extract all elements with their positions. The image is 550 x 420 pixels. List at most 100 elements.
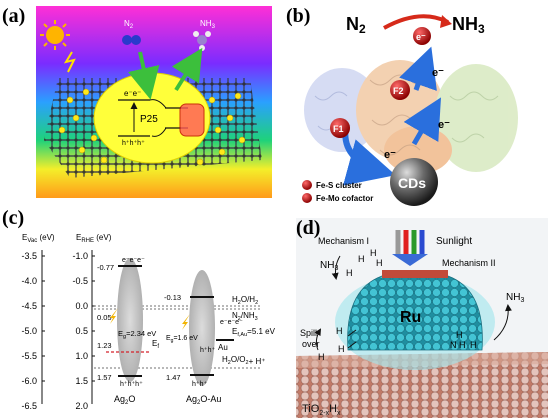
ag2o-eg: Eg=2.34 eV	[118, 329, 156, 340]
spill-label-1: Spill	[300, 328, 317, 338]
h-bond-2	[347, 341, 357, 349]
rhe-tick: 0.5	[75, 326, 88, 336]
redox-o2: H2O/O2+ H⁺	[222, 355, 265, 366]
ag2o-band	[117, 258, 143, 382]
b-reactant: N2	[346, 14, 366, 36]
f1-cluster	[330, 118, 350, 138]
f2-label: F2	[393, 86, 404, 96]
ag2o-vb-value: 1.57	[97, 373, 112, 382]
electron-transfer-arrow-3	[403, 97, 442, 146]
h-atom: H	[336, 326, 343, 336]
mech2-label: Mechanism II	[442, 258, 496, 268]
a-nh3-label: NH3	[200, 19, 216, 30]
d-arrow-mech1	[331, 255, 341, 280]
h-atom: H	[376, 258, 383, 268]
h-atom: H	[318, 352, 325, 362]
panel-d: Sunlight Ru Mechanism I Mechanism II NH3…	[296, 217, 548, 418]
sunlight-label: Sunlight	[436, 236, 472, 247]
vac-tick: -5.0	[21, 326, 37, 336]
rhe-tick: 0.0	[75, 301, 88, 311]
b-legend: Fe-S cluster Fe-Mo cofactor	[302, 180, 373, 203]
b-electron-2: e⁻	[438, 119, 450, 131]
rhe-tick: 1.0	[75, 351, 88, 361]
conversion-arrowhead	[440, 15, 452, 28]
ag2o-au-eg: Eg=1.6 eV	[166, 335, 198, 344]
ag2o-shift: 0.05	[97, 313, 112, 322]
legend-fes: Fe-S cluster	[316, 181, 362, 190]
redox-n2: N2/NH3	[232, 311, 258, 322]
panel-label-c: (c)	[2, 207, 24, 229]
nh3-release-arrow	[171, 47, 203, 92]
d-nh3-right: NH3	[506, 292, 524, 304]
vac-tick: -3.5	[21, 251, 37, 261]
ag2o-light-icon	[110, 308, 118, 324]
ag2o-au-light-icon	[182, 314, 190, 330]
legend-femo: Fe-Mo cofactor	[316, 194, 373, 203]
d-arrow-mech2	[493, 304, 512, 341]
h-atom: H	[358, 254, 365, 264]
panel-c: (c) EVac (eV) ERHE (eV) -3.5 -4.0 -4.5 -…	[2, 207, 276, 411]
legend-femo-icon	[302, 193, 312, 203]
axis-vac-title: EVac (eV)	[22, 233, 55, 244]
panel-b: N2 NH3 e⁻ e⁻ e⁻ e⁻ F1 F2 CDs Fe-S cluste…	[286, 5, 518, 206]
electron-transfer-arrow-2	[399, 46, 437, 91]
h-atom: H	[470, 340, 477, 350]
cocatalyst-blob	[179, 103, 205, 137]
ag2o-au-band	[189, 270, 215, 386]
lightning-icon	[63, 51, 76, 73]
cds-sphere	[390, 158, 438, 206]
ag2o-ef-label: Ef	[152, 339, 159, 350]
ag2o-au-holes: h⁺h⁺	[192, 381, 207, 388]
spill-label-2: over	[302, 339, 320, 349]
rhe-ticks: -1.0 -0.5 0.0 0.5 1.0 1.5 2.0	[72, 251, 88, 411]
protein-structure	[304, 60, 518, 174]
cds-label: CDs	[398, 175, 426, 191]
h-atom: H	[370, 248, 377, 258]
ru-top-layer	[382, 270, 448, 278]
ag2o-au-name: Ag2O-Au	[186, 394, 221, 406]
efau-label: Ef,Au=5.1 eV	[232, 327, 276, 338]
ru-label: Ru	[400, 309, 421, 326]
h-atoms: H H H H H H H H H	[318, 248, 477, 362]
vb-holes: h⁺h⁺h⁺	[122, 140, 145, 147]
f2-cluster	[390, 80, 410, 100]
rhe-tick: 1.5	[75, 376, 88, 386]
axis-rhe-title: ERHE (eV)	[76, 233, 112, 244]
a-n2-label: N2	[124, 19, 134, 30]
h-atom: H	[456, 330, 463, 340]
d-nh3-left: NH3	[320, 260, 338, 272]
legend-fes-icon	[302, 180, 312, 190]
ag2o-au-holes-mid: h⁺h⁺	[200, 347, 215, 354]
h-bond-1	[347, 329, 357, 337]
nh-surface: N H	[450, 340, 466, 350]
cb-electrons: e⁻e⁻	[124, 89, 141, 98]
ag2o-au-cb-value: -0.13	[164, 293, 181, 302]
tio2-support	[296, 352, 548, 418]
panel-label-b: (b)	[286, 5, 310, 27]
f1-label: F1	[333, 124, 344, 134]
mech1-label: Mechanism I	[318, 236, 369, 246]
ag2o-au-vb-value: 1.47	[166, 373, 181, 382]
d-arrow-spill	[314, 328, 322, 351]
ag2o-ef-value: 1.23	[97, 341, 112, 350]
catalyst-label: P25	[140, 114, 158, 125]
vac-tick: -4.0	[21, 276, 37, 286]
sun-icon	[40, 20, 70, 50]
conversion-arrow	[383, 14, 449, 30]
vac-tick: -6.0	[21, 376, 37, 386]
b-electron-1: e⁻	[384, 149, 396, 161]
panel-a: e⁻e⁻ h⁺h⁺h⁺ P25 N2 NH3 (a)	[2, 5, 272, 198]
b-product: NH3	[452, 14, 485, 36]
panel-label-a: (a)	[2, 5, 25, 27]
ag2o-holes: h⁺h⁺h⁺	[120, 381, 143, 388]
support-label: TiO2-xHx	[302, 403, 341, 417]
h-atom: H	[338, 344, 345, 354]
ag2o-electrons: e⁻e⁻e⁻	[122, 257, 145, 264]
vac-tick: -5.5	[21, 351, 37, 361]
b-electron-3: e⁻	[432, 67, 444, 79]
b-electron-top: e⁻	[416, 32, 426, 42]
electron-ball-top	[413, 27, 431, 45]
h-atom: H	[346, 268, 353, 278]
ag2o-au-electrons: e⁻e⁻e⁻	[220, 319, 243, 326]
